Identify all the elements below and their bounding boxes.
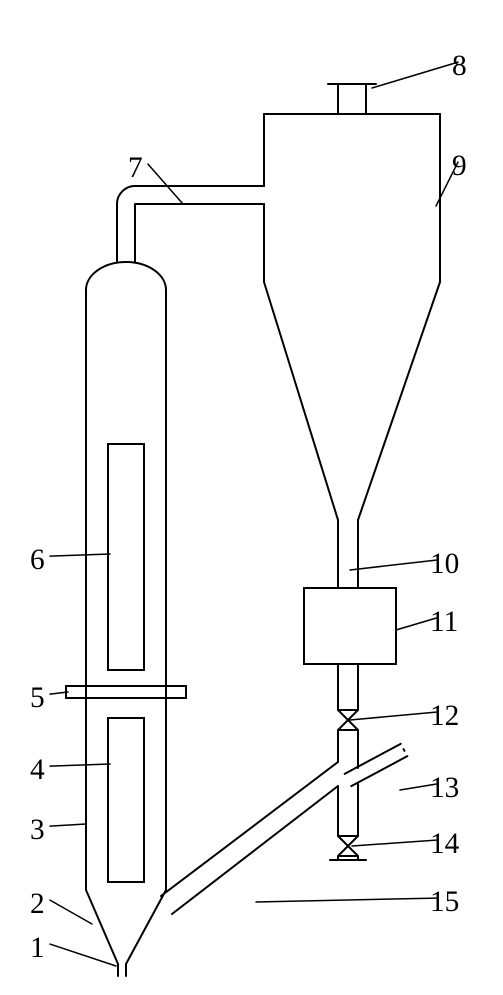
- label-5: 5: [30, 682, 45, 715]
- label-12: 12: [430, 700, 459, 733]
- label-7: 7: [128, 152, 143, 185]
- return-leg-bottom: [172, 786, 338, 914]
- label-4: 4: [30, 754, 45, 787]
- internal-upper: [108, 444, 144, 670]
- label-1: 1: [30, 932, 45, 965]
- leader-7: [148, 164, 183, 204]
- crossover-inner: [135, 204, 264, 262]
- internal-lower: [108, 718, 144, 882]
- label-3: 3: [30, 814, 45, 847]
- crossover-outer: [117, 186, 264, 262]
- leader-3: [50, 824, 86, 826]
- label-2: 2: [30, 888, 45, 921]
- leader-8: [372, 62, 458, 88]
- label-14: 14: [430, 828, 459, 861]
- leader-1: [50, 944, 116, 966]
- riser-cone-left: [86, 890, 118, 964]
- leader-12: [350, 712, 436, 720]
- label-10: 10: [430, 548, 459, 581]
- leader-15: [256, 898, 436, 902]
- leader-6: [50, 554, 110, 556]
- leader-10: [350, 560, 436, 570]
- label-9: 9: [452, 150, 467, 183]
- leader-14: [352, 840, 436, 846]
- cyclone-cone-left: [264, 282, 338, 520]
- riser-cone-right: [126, 890, 166, 964]
- return-leg-top: [161, 762, 338, 896]
- riser-dome: [86, 262, 166, 290]
- heater-box: [304, 588, 396, 664]
- cyclone-cone-right: [358, 282, 440, 520]
- schematic-svg: [0, 0, 503, 995]
- label-11: 11: [430, 606, 458, 639]
- leader-2: [50, 900, 92, 924]
- leader-4: [50, 764, 110, 766]
- diagram-container: 123456789101112131415: [0, 0, 503, 995]
- label-8: 8: [452, 50, 467, 83]
- branch-top: [351, 756, 407, 786]
- label-6: 6: [30, 544, 45, 577]
- branch-bottom: [345, 744, 401, 774]
- label-13: 13: [430, 772, 459, 805]
- branch-lip: [404, 749, 405, 751]
- label-15: 15: [430, 886, 459, 919]
